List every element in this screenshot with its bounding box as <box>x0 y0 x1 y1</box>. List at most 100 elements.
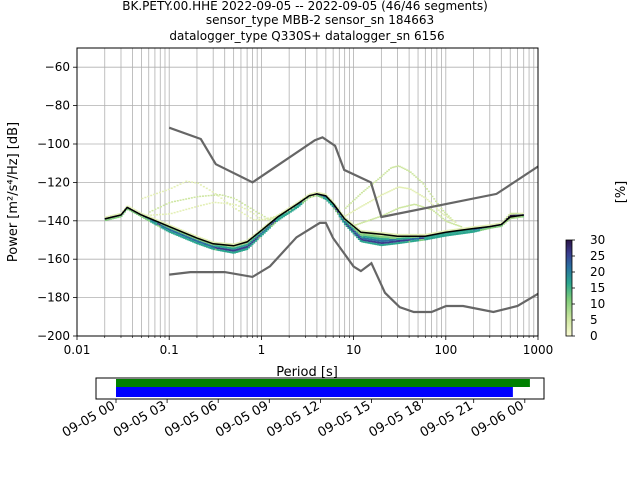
histogram-cell <box>214 248 217 251</box>
histogram-cell <box>431 234 434 237</box>
histogram-outlier-cell <box>363 204 366 206</box>
histogram-outlier-cell <box>199 195 202 198</box>
histogram-cell <box>104 219 107 221</box>
histogram-cell <box>349 224 352 227</box>
histogram-cell <box>174 226 177 229</box>
histogram-cell <box>172 226 175 229</box>
histogram-cell <box>378 237 381 240</box>
histogram-cell <box>295 202 298 205</box>
histogram-cell <box>350 228 353 231</box>
histogram-cell <box>387 232 390 235</box>
histogram-cell <box>455 228 458 231</box>
histogram-cell <box>303 200 306 203</box>
histogram-cell <box>251 241 254 244</box>
histogram-outlier-cell <box>383 192 386 195</box>
histogram-cell <box>396 237 399 241</box>
histogram-cell <box>150 216 153 219</box>
histogram-cell <box>195 239 198 242</box>
histogram-cell <box>242 244 245 247</box>
x-tick-label: 1 <box>258 343 266 357</box>
histogram-cell <box>464 227 467 230</box>
histogram-cell <box>178 228 181 231</box>
histogram-cell <box>178 234 181 237</box>
histogram-cell <box>446 231 449 235</box>
y-tick-label: −60 <box>45 60 70 74</box>
histogram-cell <box>162 221 165 224</box>
y-tick-label: −200 <box>37 329 70 343</box>
histogram-cell <box>322 197 326 200</box>
histogram-cell <box>321 196 324 199</box>
histogram-outlier-cell <box>237 205 240 207</box>
histogram-outlier-cell <box>246 205 249 208</box>
timeline-tick-label: 09-05 09 <box>213 398 271 440</box>
histogram-cell <box>148 215 151 218</box>
histogram-cell <box>370 242 373 245</box>
histogram-cell <box>190 233 193 236</box>
histogram-cell <box>345 218 348 220</box>
timeline-tick-label: 09-06 00 <box>469 398 527 440</box>
histogram-cell <box>207 242 210 245</box>
histogram-cell <box>401 237 404 240</box>
histogram-cell <box>432 234 435 237</box>
histogram-cell <box>218 242 221 244</box>
histogram-cell <box>282 210 285 213</box>
histogram-cell <box>392 242 395 245</box>
histogram-outlier-cell <box>249 217 252 219</box>
histogram-cell <box>260 232 263 235</box>
histogram-outlier-cell <box>357 195 360 197</box>
histogram-cell <box>364 234 367 236</box>
histogram-cell <box>300 199 303 202</box>
histogram-cell <box>240 245 243 248</box>
histogram-cell <box>254 238 257 241</box>
histogram-cell <box>501 224 504 227</box>
histogram-cell <box>476 229 479 232</box>
y-tick-label: −80 <box>45 99 70 113</box>
histogram-cell <box>443 234 446 237</box>
histogram-cell <box>178 232 181 235</box>
histogram-outlier-cell <box>147 214 150 217</box>
histogram-cell <box>300 203 303 206</box>
histogram-cell <box>359 235 362 238</box>
histogram-outlier-cell <box>443 214 446 216</box>
histogram-outlier-cell <box>431 195 434 198</box>
histogram-outlier-cell <box>407 187 410 190</box>
histogram-outlier-cell <box>416 204 419 207</box>
histogram-outlier-cell <box>263 215 266 218</box>
histogram-cell <box>158 223 161 226</box>
histogram-cell <box>513 216 516 219</box>
histogram-cell <box>139 215 142 217</box>
histogram-outlier-cell <box>371 182 374 185</box>
histogram-cell <box>394 239 397 241</box>
histogram-cell <box>371 236 374 239</box>
histogram-cell <box>186 231 189 235</box>
histogram-outlier-cell <box>344 207 347 209</box>
histogram-outlier-cell <box>176 200 179 202</box>
histogram-outlier-cell <box>182 181 185 184</box>
histogram-cell <box>434 231 437 235</box>
histogram-cell <box>452 229 455 232</box>
grid <box>76 48 538 337</box>
histogram-cell <box>518 216 521 218</box>
histogram-outlier-cell <box>278 213 281 215</box>
histogram-outlier-cell <box>346 213 349 216</box>
histogram-cell <box>384 232 387 235</box>
histogram-cell <box>260 234 263 237</box>
histogram-outlier-cell <box>311 196 314 198</box>
histogram-cell <box>495 226 498 228</box>
histogram-cell <box>453 233 456 236</box>
histogram-outlier-cell <box>402 167 405 170</box>
histogram-cell <box>319 195 322 198</box>
histogram-cell <box>116 216 120 219</box>
histogram-outlier-cell <box>396 186 399 189</box>
histogram-outlier-cell <box>164 189 167 192</box>
histogram-cell <box>462 227 465 230</box>
histogram-cell <box>427 237 430 240</box>
histogram-cell <box>370 240 373 243</box>
histogram-cell <box>188 236 191 239</box>
histogram-outlier-cell <box>436 202 439 205</box>
histogram-outlier-cell <box>411 189 414 192</box>
histogram-cell <box>384 241 387 244</box>
histogram-cell <box>398 242 401 245</box>
histogram-cell <box>405 233 408 236</box>
histogram-cell <box>439 230 442 234</box>
